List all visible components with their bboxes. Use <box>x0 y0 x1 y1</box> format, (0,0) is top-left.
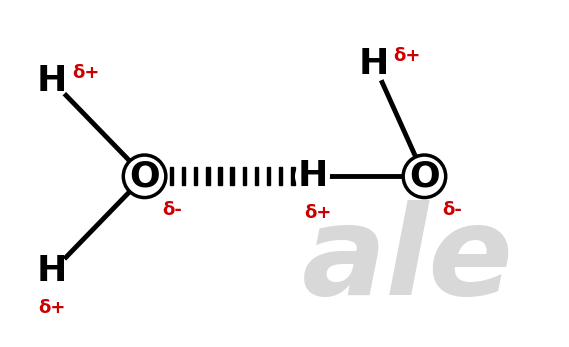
Circle shape <box>123 155 166 197</box>
Text: H: H <box>37 254 67 288</box>
Text: δ+: δ+ <box>72 64 99 82</box>
Bar <box>206 167 209 185</box>
Bar <box>170 167 173 185</box>
Circle shape <box>35 255 69 288</box>
Text: O: O <box>129 159 160 193</box>
Bar <box>267 167 270 185</box>
Text: δ+: δ+ <box>394 47 421 65</box>
Bar <box>255 167 258 185</box>
Bar <box>291 167 295 185</box>
Text: H: H <box>37 64 67 98</box>
Bar <box>279 167 282 185</box>
Text: δ+: δ+ <box>304 204 332 222</box>
Text: δ-: δ- <box>163 201 182 219</box>
Bar <box>242 167 246 185</box>
Circle shape <box>357 48 391 81</box>
Circle shape <box>35 64 69 98</box>
Text: H: H <box>359 47 389 81</box>
Bar <box>230 167 234 185</box>
Bar <box>218 167 222 185</box>
Text: H: H <box>297 159 328 193</box>
Text: ale: ale <box>302 200 514 321</box>
Bar <box>182 167 185 185</box>
Text: δ+: δ+ <box>38 299 65 317</box>
Circle shape <box>403 155 446 197</box>
Text: δ-: δ- <box>442 201 462 219</box>
Circle shape <box>296 160 329 193</box>
Text: O: O <box>409 159 440 193</box>
Bar <box>194 167 197 185</box>
